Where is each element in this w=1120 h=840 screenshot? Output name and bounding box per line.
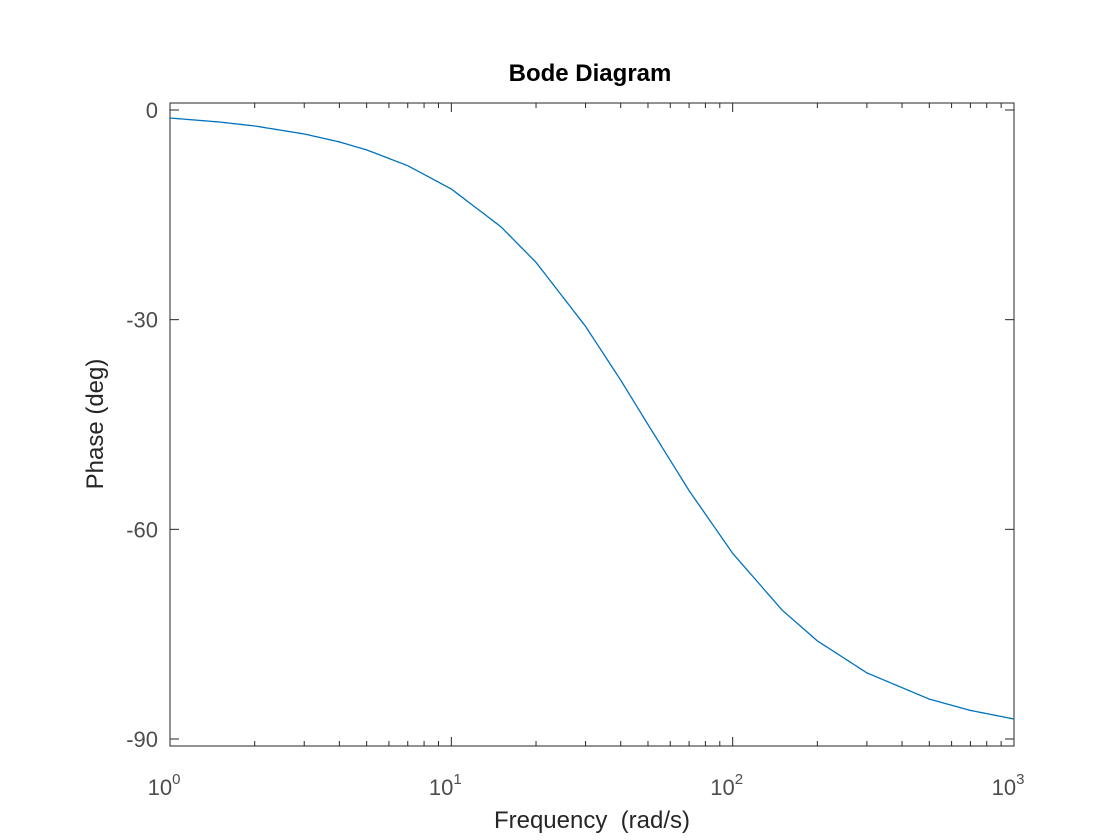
x-tick-label: 102 <box>710 771 743 800</box>
chart-title: Bode Diagram <box>509 60 672 87</box>
y-tick-label: 0 <box>146 98 158 123</box>
x-tick-label: 101 <box>429 771 462 800</box>
x-tick-label: 103 <box>992 771 1025 800</box>
y-tick-label: -30 <box>126 308 158 333</box>
y-tick-label: -90 <box>126 727 158 752</box>
y-tick-label: -60 <box>126 517 158 542</box>
x-tick-label: 100 <box>148 771 181 800</box>
y-tick-labels: 0 -30 -60 -90 <box>126 98 158 752</box>
x-tick-labels: 100 101 102 103 <box>148 771 1025 800</box>
axes-box <box>169 102 1015 747</box>
minor-ticks <box>254 103 1002 746</box>
x-axis-label: Frequency (rad/s) <box>494 807 690 834</box>
major-ticks <box>169 103 1015 746</box>
phase-series-line <box>169 117 1015 720</box>
y-axis-label: Phase (deg) <box>82 359 109 490</box>
plot-area <box>169 102 1015 747</box>
